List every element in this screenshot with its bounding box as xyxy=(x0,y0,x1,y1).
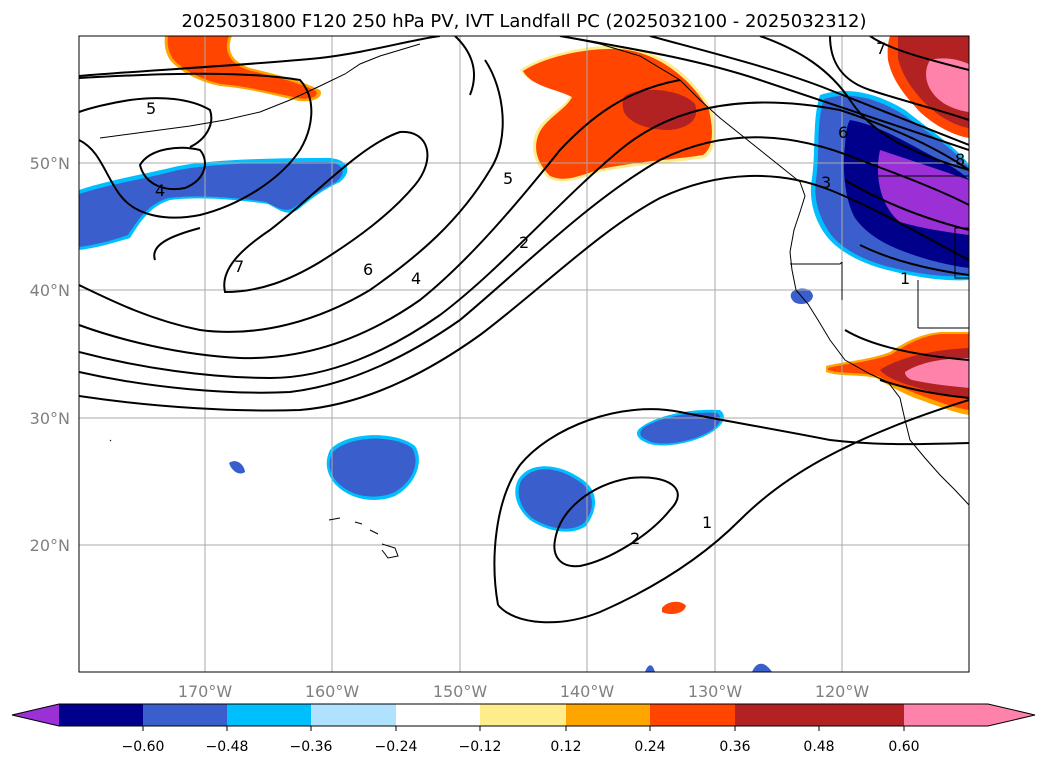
figure-title: 2025031800 F120 250 hPa PV, IVT Landfall… xyxy=(181,11,866,32)
contour-label-6: 6 xyxy=(363,260,373,279)
contour-label-1-south: 1 xyxy=(702,513,712,532)
lon-label: 140°W xyxy=(560,682,615,701)
contour-label-4: 4 xyxy=(411,269,421,288)
colorbar-tick-label: −0.24 xyxy=(375,739,418,755)
contour-label-2-south: 2 xyxy=(630,529,640,548)
negative-pc-regions xyxy=(79,90,969,672)
colorbar-segment xyxy=(735,704,819,726)
colorbar-segment xyxy=(566,704,650,726)
colorbar-tick-label: −0.48 xyxy=(206,739,249,755)
contour-label-layer: 5 4 7 6 4 5 2 6 3 8 1 7 2 1 xyxy=(146,39,965,548)
contour-label-5: 5 xyxy=(503,169,513,188)
colorbar-segment xyxy=(227,704,311,726)
lat-labels: 50°N 40°N 30°N 20°N xyxy=(30,154,70,555)
colorbar-tick-label: −0.60 xyxy=(122,739,165,755)
colorbar-segment xyxy=(904,704,988,726)
colorbar-tick-label: 0.24 xyxy=(634,739,665,755)
colorbar-segment xyxy=(650,704,735,726)
colorbar-tick-label: 0.60 xyxy=(888,739,919,755)
lat-label: 50°N xyxy=(30,154,70,173)
colorbar-segment xyxy=(480,704,566,726)
positive-pc-regions xyxy=(164,36,969,614)
lon-label: 170°W xyxy=(178,682,233,701)
lat-label: 40°N xyxy=(30,281,70,300)
pv-contours xyxy=(79,36,969,624)
contour-label-6-east: 6 xyxy=(838,123,848,142)
contour-label-8-east: 8 xyxy=(955,150,965,169)
colorbar-segment xyxy=(311,704,396,726)
colorbar-segment xyxy=(819,704,904,726)
colorbar-segment xyxy=(396,704,480,726)
map-frame xyxy=(78,35,970,673)
contour-label-7: 7 xyxy=(234,257,244,276)
lon-label: 150°W xyxy=(433,682,488,701)
colorbar-segment xyxy=(59,704,143,726)
lon-label: 120°W xyxy=(815,682,870,701)
lon-label: 160°W xyxy=(305,682,360,701)
colorbar-tick-label: 0.12 xyxy=(550,739,581,755)
map-panel: 5 4 7 6 4 5 2 6 3 8 1 7 2 1 xyxy=(79,36,969,672)
contour-label-5-west: 5 xyxy=(146,99,156,118)
lat-label: 30°N xyxy=(30,409,70,428)
contour-label-7-ne: 7 xyxy=(876,39,886,58)
lon-labels: 170°W 160°W 150°W 140°W 130°W 120°W xyxy=(178,682,870,701)
colorbar-extend-left xyxy=(12,704,59,726)
contour-label-4-west: 4 xyxy=(155,181,165,200)
colorbar: −0.60 −0.48 −0.36 −0.24 −0.12 0.12 0.24 … xyxy=(11,703,1036,755)
contour-label-1-east: 1 xyxy=(900,269,910,288)
colorbar-tick-label: −0.36 xyxy=(290,739,333,755)
contour-label-2: 2 xyxy=(519,233,529,252)
lat-label: 20°N xyxy=(30,536,70,555)
colorbar-tick-label: 0.36 xyxy=(719,739,750,755)
colorbar-ticks xyxy=(142,726,905,731)
colorbar-tick-label: −0.12 xyxy=(459,739,502,755)
colorbar-tick-label: 0.48 xyxy=(803,739,834,755)
contour-label-3-east: 3 xyxy=(821,173,831,192)
colorbar-segment xyxy=(143,704,227,726)
colorbar-extend-right xyxy=(988,704,1035,726)
lon-label: 130°W xyxy=(688,682,743,701)
